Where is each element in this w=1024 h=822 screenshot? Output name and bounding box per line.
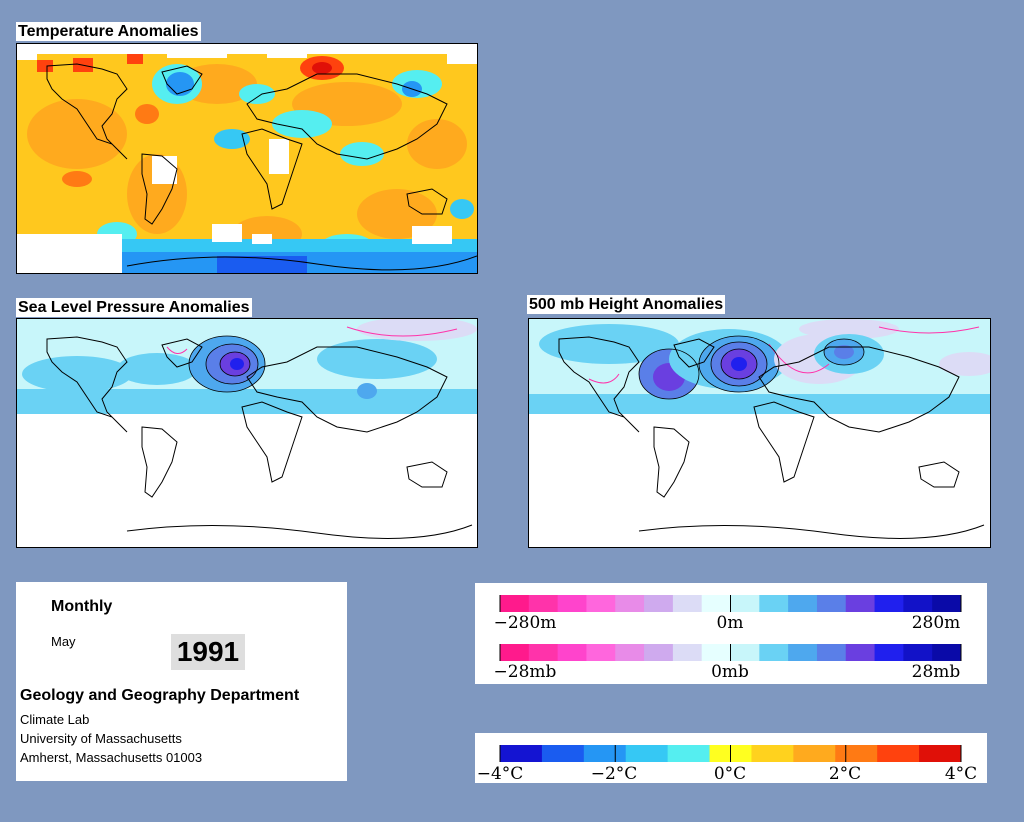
hbar-swatch bbox=[932, 595, 962, 612]
tbar-swatch bbox=[919, 745, 962, 762]
pbar-swatch bbox=[759, 644, 789, 661]
anomaly-legend-panel: −280m 0m 280m −28mb 0mb 28mb bbox=[475, 583, 987, 684]
lab-label: Climate Lab bbox=[20, 712, 90, 727]
tbar-swatch bbox=[583, 745, 627, 762]
pbar-swatch bbox=[672, 644, 703, 661]
anomaly-legend: −280m 0m 280m −28mb 0mb 28mb bbox=[494, 595, 962, 682]
temperature-anomaly-map bbox=[16, 43, 478, 274]
height-colorbar bbox=[499, 595, 962, 612]
info-panel: Monthly May 1991 Geology and Geography D… bbox=[16, 582, 347, 781]
hbar-swatch bbox=[759, 595, 789, 612]
slp-map-title: Sea Level Pressure Anomalies bbox=[16, 298, 252, 317]
slp-anomaly-field bbox=[17, 319, 477, 547]
pressure-colorbar bbox=[499, 644, 962, 661]
pbar-swatch bbox=[874, 644, 904, 661]
pressure-tick-min: −28mb bbox=[494, 662, 557, 682]
temp-tick-2: 0°C bbox=[714, 764, 746, 783]
pbar-swatch bbox=[500, 644, 530, 661]
pbar-swatch bbox=[816, 644, 847, 661]
pbar-swatch bbox=[845, 644, 876, 661]
hbar-swatch bbox=[874, 595, 904, 612]
temperature-legend: −4°C −2°C 0°C 2°C 4°C bbox=[477, 745, 977, 784]
pbar-swatch bbox=[903, 644, 933, 661]
hbar-swatch bbox=[672, 595, 703, 612]
temp-tick-4: 4°C bbox=[945, 764, 977, 783]
pbar-swatch bbox=[932, 644, 962, 661]
slp-anomaly-map bbox=[16, 318, 478, 548]
pbar-swatch bbox=[557, 644, 587, 661]
pbar-swatch bbox=[528, 644, 559, 661]
pbar-swatch bbox=[788, 644, 818, 661]
tbar-swatch bbox=[500, 745, 543, 762]
hbar-swatch bbox=[701, 595, 731, 612]
tbar-swatch bbox=[877, 745, 920, 762]
tbar-swatch bbox=[541, 745, 585, 762]
temp-tick-0: −4°C bbox=[477, 764, 524, 783]
temp-tick-3: 2°C bbox=[829, 764, 861, 783]
hbar-swatch bbox=[788, 595, 818, 612]
temperature-map-title: Temperature Anomalies bbox=[16, 22, 201, 41]
hbar-swatch bbox=[816, 595, 847, 612]
tbar-swatch bbox=[793, 745, 836, 762]
height500-anomaly-field bbox=[529, 319, 990, 547]
hbar-swatch bbox=[730, 595, 760, 612]
temp-tick-1: −2°C bbox=[591, 764, 638, 783]
temperature-legend-panel: −4°C −2°C 0°C 2°C 4°C bbox=[475, 733, 987, 784]
hbar-swatch bbox=[615, 595, 645, 612]
height-tick-zero: 0m bbox=[717, 613, 744, 633]
hbar-swatch bbox=[845, 595, 876, 612]
department-label: Geology and Geography Department bbox=[20, 687, 300, 704]
height-tick-min: −280m bbox=[494, 613, 557, 633]
tbar-swatch bbox=[625, 745, 669, 762]
pbar-swatch bbox=[730, 644, 760, 661]
month-label: May bbox=[51, 634, 76, 649]
tbar-swatch bbox=[835, 745, 878, 762]
hbar-swatch bbox=[903, 595, 933, 612]
hbar-swatch bbox=[557, 595, 587, 612]
hbar-swatch bbox=[500, 595, 530, 612]
tbar-swatch bbox=[667, 745, 711, 762]
pressure-tick-max: 28mb bbox=[912, 662, 961, 682]
temperature-colorbar bbox=[499, 745, 962, 762]
hbar-swatch bbox=[528, 595, 559, 612]
pbar-swatch bbox=[644, 644, 674, 661]
pbar-swatch bbox=[701, 644, 731, 661]
height500-map-title: 500 mb Height Anomalies bbox=[527, 295, 726, 314]
height-tick-max: 280m bbox=[912, 613, 961, 633]
temperature-anomaly-field bbox=[17, 44, 477, 273]
year-label: 1991 bbox=[171, 634, 245, 670]
pbar-swatch bbox=[615, 644, 645, 661]
tbar-swatch bbox=[751, 745, 794, 762]
pbar-swatch bbox=[586, 644, 616, 661]
university-label: University of Massachusetts bbox=[20, 731, 182, 746]
hbar-swatch bbox=[644, 595, 674, 612]
hbar-swatch bbox=[586, 595, 616, 612]
pressure-tick-zero: 0mb bbox=[711, 662, 749, 682]
period-label: Monthly bbox=[51, 598, 113, 615]
height500-anomaly-map bbox=[528, 318, 991, 548]
address-label: Amherst, Massachusetts 01003 bbox=[20, 750, 203, 765]
